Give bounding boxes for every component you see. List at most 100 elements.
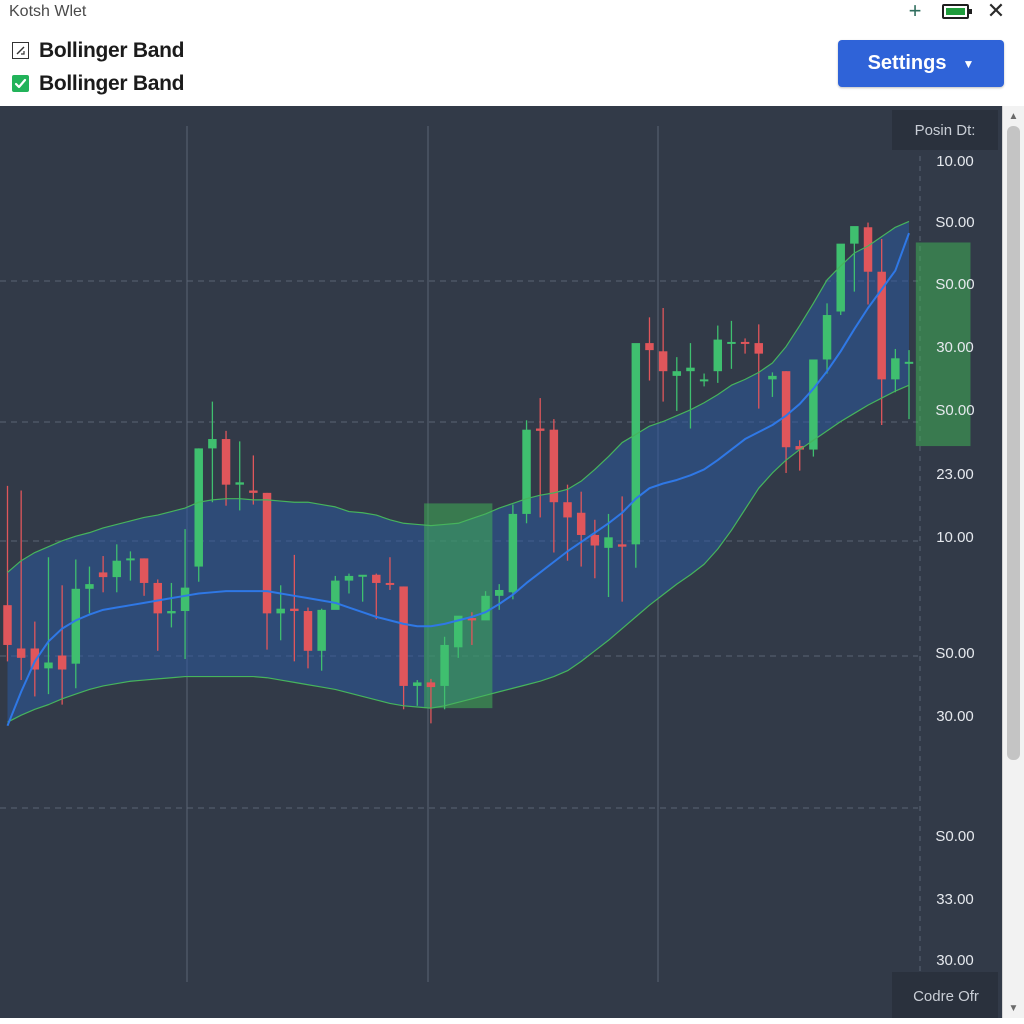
- candle: [508, 504, 518, 600]
- candlestick-chart[interactable]: Posin Dt: Codre Ofr 10.00 S0.00 S0.00 30.00…: [0, 106, 1002, 1018]
- band-area: [7, 221, 909, 723]
- candle: [699, 373, 709, 387]
- settings-button[interactable]: Settings ▼: [838, 40, 1004, 87]
- candle: [576, 491, 586, 567]
- corner-label-bottom: Codre Ofr: [913, 988, 979, 1005]
- checkbox-checked-icon[interactable]: [12, 75, 29, 92]
- middle-band-line: [6, 232, 910, 727]
- candle: [344, 573, 354, 594]
- candle: [713, 325, 723, 383]
- candle: [590, 519, 600, 579]
- highlight-zones: [424, 242, 971, 709]
- chevron-down-icon: ▼: [962, 56, 975, 71]
- price-axis-label: 33.00: [936, 891, 974, 908]
- price-axis-label: 10.00: [936, 529, 974, 546]
- highlight-zone: [424, 503, 493, 709]
- battery-icon[interactable]: [938, 0, 972, 22]
- scroll-down-icon[interactable]: ▼: [1008, 1002, 1019, 1014]
- candle: [836, 243, 845, 316]
- candle: [249, 455, 258, 505]
- candle: [208, 401, 217, 503]
- candle: [221, 430, 231, 506]
- price-axis-label: S0.00: [935, 645, 974, 662]
- scroll-up-icon[interactable]: ▲: [1008, 110, 1019, 122]
- candle: [658, 308, 668, 402]
- candle: [522, 420, 531, 524]
- price-axis-label: S0.00: [935, 402, 974, 419]
- candle: [535, 398, 545, 518]
- highlight-zone: [915, 242, 971, 447]
- candle: [672, 357, 682, 411]
- candle: [71, 559, 81, 689]
- vertical-scrollbar[interactable]: ▲ ▼: [1002, 106, 1024, 1018]
- candle: [891, 348, 900, 393]
- settings-label: Settings: [867, 52, 947, 74]
- price-axis-label: S0.00: [935, 276, 974, 293]
- candle: [795, 440, 804, 471]
- corner-label-box-top: [892, 110, 998, 150]
- candle: [98, 556, 108, 593]
- upper-band-line: [7, 220, 910, 573]
- indicator-toggle-1[interactable]: Bollinger Band: [12, 34, 184, 67]
- candle: [57, 585, 67, 705]
- candle: [563, 484, 572, 561]
- candle: [194, 448, 203, 582]
- lower-band-line: [7, 384, 910, 723]
- candle: [262, 492, 272, 650]
- price-axis: Posin Dt: Codre Ofr 10.00 S0.00 S0.00 30.00…: [892, 110, 998, 1018]
- price-axis-label: 30.00: [936, 339, 974, 356]
- scrollbar-thumb[interactable]: [1007, 126, 1020, 760]
- corner-label-top: Posin Dt:: [915, 122, 976, 139]
- band-lines: [6, 220, 910, 727]
- indicator-label: Bollinger Band: [39, 71, 185, 95]
- candle: [126, 551, 135, 581]
- candle: [549, 419, 559, 553]
- candle: [686, 343, 695, 429]
- candle: [631, 343, 641, 568]
- price-axis-label: S0.00: [935, 828, 974, 845]
- title-bar: Kotsh Wlet + ✕: [0, 0, 1024, 26]
- candle: [16, 490, 26, 681]
- candles: [3, 222, 914, 724]
- candle: [877, 238, 886, 425]
- candle: [754, 324, 763, 409]
- candle: [809, 359, 818, 457]
- indicator-toggle-2[interactable]: Bollinger Band: [12, 67, 184, 100]
- candle: [850, 226, 859, 292]
- candle: [399, 586, 408, 710]
- candle: [494, 584, 504, 610]
- candle: [44, 557, 53, 695]
- candle: [153, 579, 162, 651]
- candle: [331, 575, 340, 610]
- price-chart[interactable]: Posin Dt: Codre Ofr 10.00 S0.00 S0.00 30.00…: [0, 106, 1024, 1018]
- candle: [85, 566, 94, 614]
- candle: [112, 544, 122, 593]
- candle: [358, 574, 367, 602]
- plus-icon[interactable]: +: [908, 0, 922, 23]
- price-axis-label: 30.00: [936, 708, 974, 725]
- candle: [604, 513, 613, 597]
- checkbox-outline-icon[interactable]: [12, 42, 29, 59]
- candle: [822, 303, 832, 374]
- candle: [139, 558, 149, 596]
- price-axis-label: 10.00: [936, 153, 974, 170]
- close-icon[interactable]: ✕: [986, 0, 1006, 23]
- candle: [303, 607, 313, 669]
- candle: [290, 554, 299, 662]
- price-axis-label: 23.00: [936, 466, 974, 483]
- candle: [426, 678, 436, 724]
- candle: [440, 636, 449, 710]
- candle: [3, 485, 12, 662]
- candle: [385, 557, 395, 590]
- candle: [727, 320, 736, 369]
- candle: [768, 372, 777, 397]
- candle: [180, 529, 190, 659]
- candle: [372, 573, 381, 620]
- price-axis-label: S0.00: [935, 214, 974, 231]
- candle: [413, 680, 422, 706]
- candle: [167, 582, 176, 628]
- indicator-label: Bollinger Band: [39, 38, 185, 62]
- candle: [740, 338, 750, 354]
- candle: [30, 621, 40, 697]
